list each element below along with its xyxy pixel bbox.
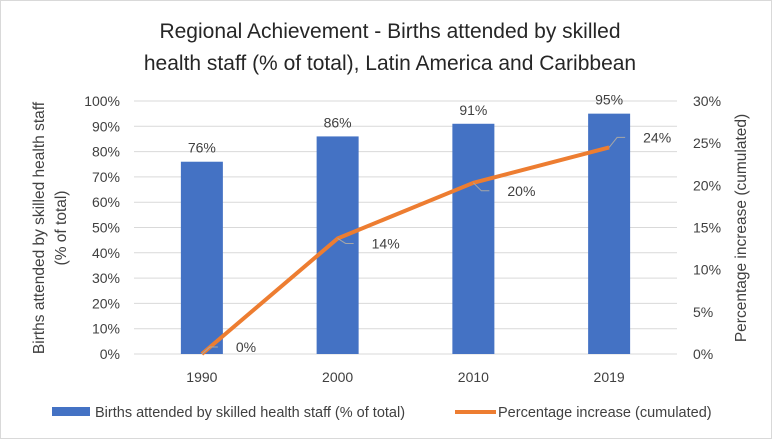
y-tick-label: 60%	[92, 194, 120, 210]
x-tick-label: 2019	[594, 369, 625, 385]
bar-data-label: 86%	[324, 114, 352, 130]
bar-data-label: 95%	[595, 92, 623, 108]
leader-line	[473, 182, 490, 192]
leader-line	[608, 136, 626, 148]
legend-swatch-bars	[52, 407, 90, 416]
y-axis-title-line-1: Births attended by skilled health staff	[31, 101, 48, 354]
leader-line	[201, 346, 218, 355]
chart-title-line-1: Regional Achievement - Births attended b…	[159, 20, 620, 43]
x-tick-label: 2010	[458, 369, 489, 385]
line-series	[200, 145, 610, 356]
y2-tick-label: 15%	[693, 220, 721, 236]
y-tick-label: 0%	[100, 346, 120, 362]
y-tick-label: 20%	[92, 295, 120, 311]
y2-tick-label: 20%	[693, 177, 721, 193]
bar-2010	[452, 123, 495, 355]
line-data-label: 14%	[372, 235, 400, 251]
y-tick-label: 30%	[92, 270, 120, 286]
y-tick-label: 40%	[92, 245, 120, 261]
y-tick-label: 80%	[92, 144, 120, 160]
y2-tick-label: 25%	[693, 135, 721, 151]
legend: Births attended by skilled health staff …	[52, 405, 712, 421]
bar-2019	[588, 113, 631, 355]
bar-data-label: 91%	[459, 102, 487, 118]
bar-1990	[180, 161, 223, 354]
y2-axis-title: Percentage increase (cumulated)	[733, 114, 750, 342]
y-axis-title-line-2: (% of total)	[53, 191, 70, 266]
chart-title-line-2: health staff (% of total), Latin America…	[144, 52, 636, 75]
y2-tick-label: 5%	[693, 304, 713, 320]
y-tick-label: 50%	[92, 220, 120, 236]
x-tick-label: 1990	[186, 369, 217, 385]
legend-label-line: Percentage increase (cumulated)	[498, 405, 712, 421]
x-tick-label: 2000	[322, 369, 353, 385]
legend-label-bars: Births attended by skilled health staff …	[95, 405, 405, 421]
line-data-label: 20%	[507, 183, 535, 199]
y2-tick-label: 0%	[693, 346, 713, 362]
y-tick-label: 100%	[84, 93, 120, 109]
y-tick-label: 90%	[92, 118, 120, 134]
leader-line	[337, 238, 354, 244]
y-tick-label: 70%	[92, 169, 120, 185]
line-data-label: 0%	[236, 339, 256, 355]
bar-data-label: 76%	[188, 140, 216, 156]
y2-tick-label: 30%	[693, 93, 721, 109]
line-data-label: 24%	[643, 129, 671, 145]
y-tick-label: 10%	[92, 321, 120, 337]
y2-tick-label: 10%	[693, 262, 721, 278]
bar-2000	[316, 136, 359, 354]
